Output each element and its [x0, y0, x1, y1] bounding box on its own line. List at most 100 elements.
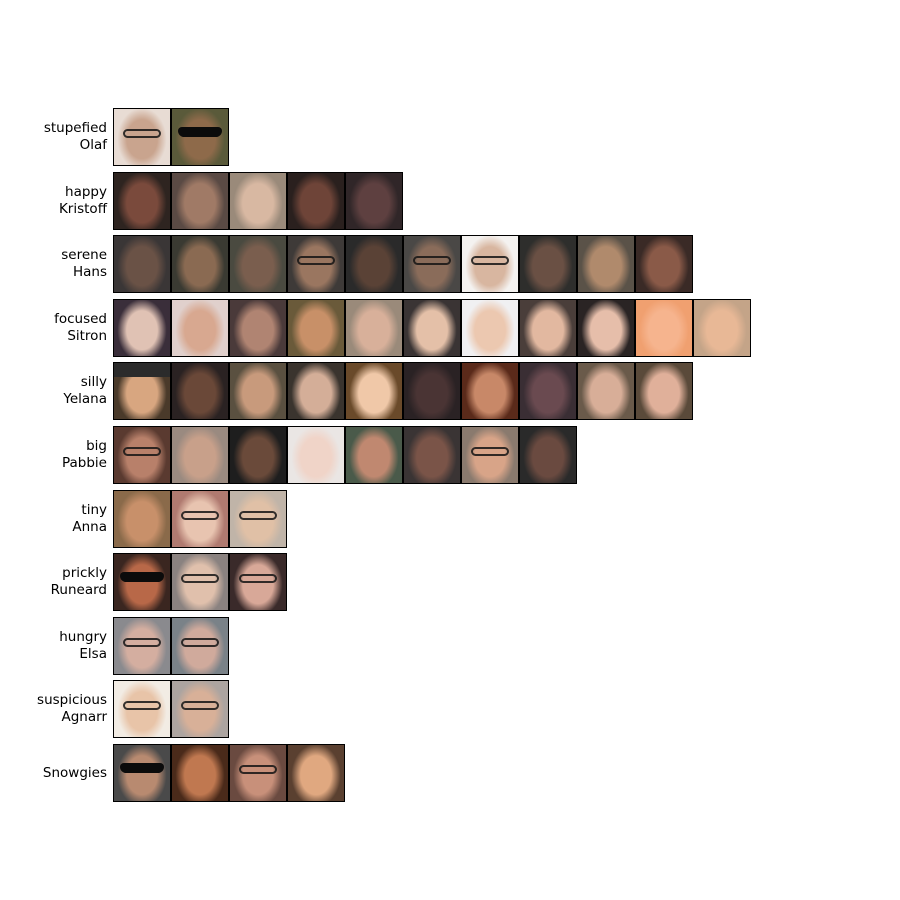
face-image [288, 745, 344, 801]
sunglasses-icon [120, 572, 164, 582]
face-thumbnail [461, 362, 519, 420]
face-image [694, 300, 750, 356]
cluster-label: tiny Anna [0, 490, 107, 548]
face-image [462, 300, 518, 356]
face-image [172, 363, 228, 419]
face-image [172, 109, 228, 165]
face-image [114, 745, 170, 801]
cluster-row: big Pabbie [0, 426, 900, 484]
face-image [230, 363, 286, 419]
face-image [636, 236, 692, 292]
face-thumbnail [577, 235, 635, 293]
face-thumbnail [229, 299, 287, 357]
glasses-icon [123, 701, 161, 710]
face-thumbnail [345, 172, 403, 230]
cluster-label-adjective: focused [54, 311, 107, 327]
cluster-label-name: Elsa [79, 646, 107, 662]
face-image [578, 363, 634, 419]
face-thumbnail [171, 235, 229, 293]
cluster-label: Snowgies [0, 744, 107, 802]
cluster-row: happy Kristoff [0, 172, 900, 230]
face-image [172, 236, 228, 292]
face-thumbnail [113, 617, 171, 675]
face-thumbnail [171, 744, 229, 802]
cluster-label: silly Yelana [0, 362, 107, 420]
face-image [114, 491, 170, 547]
face-image [346, 236, 402, 292]
glasses-icon [471, 447, 509, 456]
face-thumbnail [519, 362, 577, 420]
face-thumbnail [171, 617, 229, 675]
cluster-label: happy Kristoff [0, 172, 107, 230]
cluster-label-name: Hans [72, 264, 107, 280]
face-image [288, 427, 344, 483]
cluster-label-adjective: tiny [81, 502, 107, 518]
face-thumbnail [229, 426, 287, 484]
face-image [346, 300, 402, 356]
face-thumbnail [113, 490, 171, 548]
cluster-label: big Pabbie [0, 426, 107, 484]
cap-icon [114, 363, 170, 377]
face-thumbnail [113, 235, 171, 293]
sunglasses-icon [178, 127, 222, 137]
face-image [346, 363, 402, 419]
cluster-label-adjective: stupefied [43, 120, 107, 136]
face-thumbnail [287, 299, 345, 357]
face-image [636, 363, 692, 419]
cluster-label: suspicious Agnarr [0, 680, 107, 738]
face-thumbnail [403, 362, 461, 420]
face-thumbnail [461, 426, 519, 484]
face-image [288, 173, 344, 229]
glasses-icon [239, 765, 277, 774]
face-thumbnail [171, 108, 229, 166]
cluster-label: prickly Runeard [0, 553, 107, 611]
face-image [114, 300, 170, 356]
face-image [404, 427, 460, 483]
cluster-label-name: Runeard [50, 582, 107, 598]
face-image [578, 236, 634, 292]
face-image [520, 300, 576, 356]
cluster-label-adjective: prickly [62, 565, 107, 581]
cluster-row: suspicious Agnarr [0, 680, 900, 738]
face-thumbnail [461, 235, 519, 293]
glasses-icon [181, 574, 219, 583]
face-image [172, 427, 228, 483]
face-thumbnail [287, 362, 345, 420]
face-thumbnail [113, 299, 171, 357]
face-thumbnail [229, 490, 287, 548]
face-image [230, 300, 286, 356]
glasses-icon [471, 256, 509, 265]
cluster-label: serene Hans [0, 235, 107, 293]
cluster-row: hungry Elsa [0, 617, 900, 675]
face-image [346, 173, 402, 229]
cluster-label-adjective: hungry [59, 629, 107, 645]
face-thumbnail [171, 299, 229, 357]
face-image [230, 427, 286, 483]
face-image [578, 300, 634, 356]
cluster-label-name: Kristoff [58, 201, 107, 217]
face-thumbnail [287, 426, 345, 484]
cluster-label-adjective: big [86, 438, 107, 454]
face-thumbnail [229, 744, 287, 802]
glasses-icon [181, 511, 219, 520]
face-thumbnail [345, 362, 403, 420]
face-image [520, 363, 576, 419]
sunglasses-icon [120, 763, 164, 773]
cluster-label-name: Pabbie [61, 455, 107, 471]
glasses-icon [123, 638, 161, 647]
face-image [172, 300, 228, 356]
face-thumbnail [113, 172, 171, 230]
glasses-icon [181, 638, 219, 647]
face-thumbnail [519, 426, 577, 484]
face-image [520, 427, 576, 483]
face-thumbnail [519, 235, 577, 293]
face-thumbnail [113, 680, 171, 738]
face-thumbnail [229, 553, 287, 611]
face-image [230, 173, 286, 229]
face-image [462, 363, 518, 419]
face-image [404, 363, 460, 419]
face-thumbnail [113, 744, 171, 802]
cluster-row: prickly Runeard [0, 553, 900, 611]
face-thumbnail [287, 744, 345, 802]
face-thumbnail [113, 108, 171, 166]
